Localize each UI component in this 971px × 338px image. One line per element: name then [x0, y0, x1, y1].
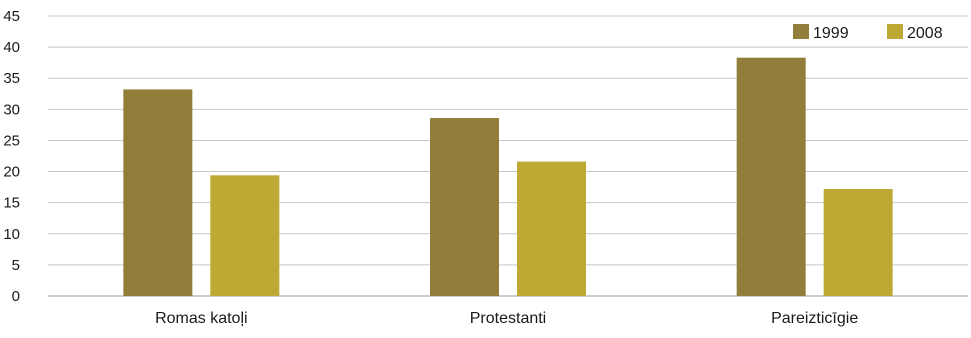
y-tick-label: 15 [3, 195, 20, 212]
bar-1999-0 [123, 89, 193, 296]
bars [123, 57, 893, 297]
bar-2008-0 [210, 175, 280, 296]
y-tick-label: 10 [3, 226, 20, 243]
y-tick-label: 35 [3, 70, 20, 87]
y-tick-label: 40 [3, 39, 20, 56]
gridlines [48, 15, 968, 297]
x-category-label: Pareizticīgie [771, 310, 858, 327]
y-axis-ticks: 0 5 10 15 20 25 30 35 40 45 [3, 8, 20, 305]
legend-label: 2008 [907, 25, 943, 42]
legend-swatch-2008 [887, 24, 903, 39]
legend: 1999 2008 [793, 24, 943, 42]
y-tick-label: 0 [12, 288, 20, 305]
legend-label: 1999 [813, 25, 849, 42]
x-category-label: Protestanti [470, 310, 546, 327]
bar-2008-2 [823, 188, 893, 296]
x-axis: Romas katoļi Protestanti Pareizticīgie [155, 310, 858, 327]
y-tick-label: 20 [3, 164, 20, 181]
y-tick-label: 25 [3, 132, 20, 149]
x-category-label: Romas katoļi [155, 310, 247, 327]
legend-swatch-1999 [793, 24, 809, 39]
bar-2008-1 [517, 161, 586, 296]
y-tick-label: 45 [3, 8, 20, 25]
y-tick-label: 5 [12, 257, 20, 274]
y-tick-label: 30 [3, 101, 20, 118]
bar-1999-2 [736, 57, 806, 296]
bar-1999-1 [430, 118, 499, 297]
